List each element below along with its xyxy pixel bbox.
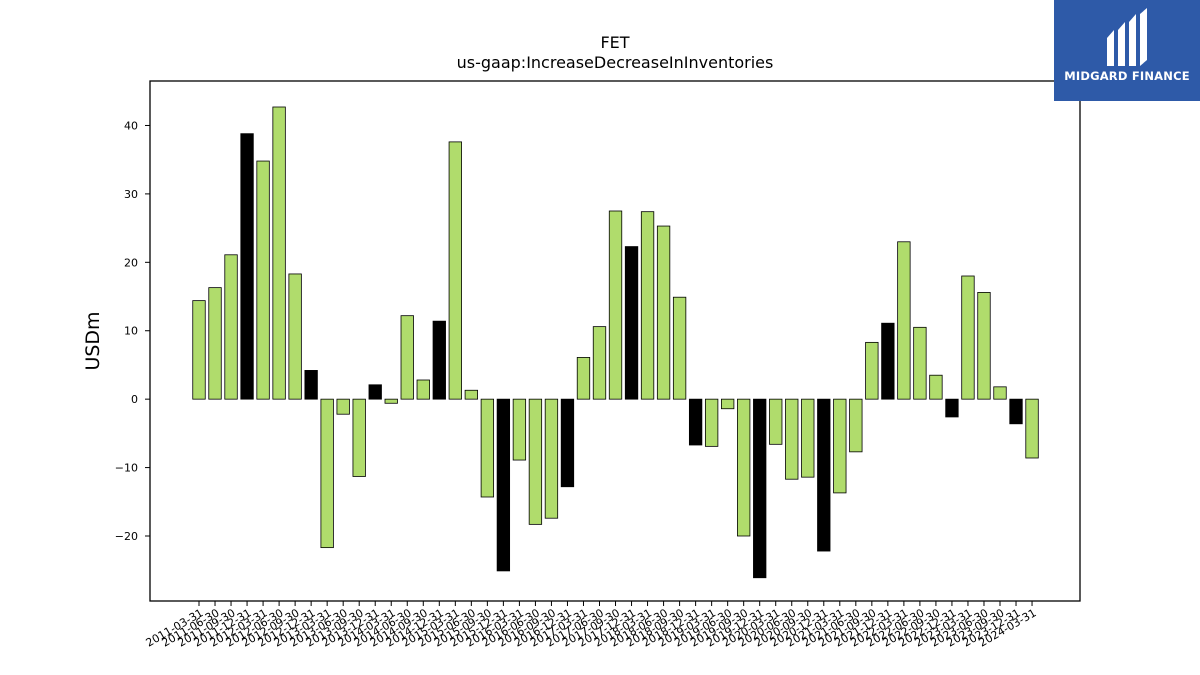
bar-2022-12-31 <box>945 398 959 418</box>
bar-2023-06-30 <box>977 292 991 400</box>
bar-2022-06-30 <box>913 326 927 400</box>
bar-2019-06-30 <box>721 398 735 410</box>
y-tick-label: −20 <box>115 530 138 543</box>
bar-2015-06-30 <box>464 389 478 400</box>
bar-2011-09-30 <box>224 254 238 400</box>
bar-2014-03-31 <box>384 398 398 404</box>
bar-2017-12-31 <box>624 246 639 400</box>
y-tick-label: 10 <box>124 325 138 338</box>
y-tick-label: 20 <box>124 256 138 269</box>
bar-2013-12-31 <box>368 384 382 400</box>
plot-frame <box>149 80 1081 602</box>
y-tick-label: 40 <box>124 119 138 132</box>
bar-2012-03-31 <box>256 160 270 400</box>
chart-subtitle: us-gaap:IncreaseDecreaseInInventories <box>456 53 774 72</box>
y-axis-label: USDm <box>82 311 104 370</box>
bar-2016-03-31 <box>512 398 527 461</box>
bar-2020-06-30 <box>785 398 799 480</box>
bar-2016-12-31 <box>560 398 575 488</box>
bar-2016-06-30 <box>528 398 543 525</box>
bar-2012-12-31 <box>304 370 318 400</box>
bar-2021-03-31 <box>833 398 847 494</box>
bar-2020-12-31 <box>817 398 831 552</box>
bar-2014-06-30 <box>400 315 414 400</box>
bar-2012-06-30 <box>272 106 286 400</box>
bar-2024-03-31 <box>1025 398 1039 459</box>
bar-2018-03-31 <box>640 211 655 400</box>
chart-title: FET <box>600 33 630 52</box>
bar-2015-09-30 <box>480 398 495 498</box>
brand-name: MIDGARD FINANCE <box>1064 69 1190 83</box>
bar-2014-09-30 <box>416 379 430 400</box>
bar-2019-12-31 <box>753 398 767 579</box>
bar-2013-03-31 <box>320 398 334 549</box>
y-tick-label: 30 <box>124 188 138 201</box>
bar-2021-06-30 <box>849 398 863 453</box>
bar-2014-12-31 <box>432 320 446 400</box>
y-tick-label: −10 <box>115 462 138 475</box>
bar-2012-09-30 <box>288 273 302 400</box>
bar-2023-03-31 <box>961 275 975 400</box>
bar-2019-09-30 <box>737 398 751 537</box>
bar-2021-09-30 <box>865 341 879 400</box>
bars-layer <box>192 106 1039 579</box>
bar-2011-12-31 <box>240 133 254 400</box>
bar-2023-12-31 <box>1009 398 1023 425</box>
bar-2011-03-31 <box>192 300 206 400</box>
bar-2017-06-30 <box>592 326 607 400</box>
x-axis: 2011-03-312011-06-302011-09-302011-12-31… <box>144 601 1039 650</box>
y-tick-label: 0 <box>131 393 138 406</box>
bar-2015-03-31 <box>448 141 462 400</box>
bar-2021-12-31 <box>881 322 895 400</box>
bar-2017-03-31 <box>576 357 591 400</box>
bar-2018-09-30 <box>672 296 687 400</box>
bar-2013-06-30 <box>336 398 350 415</box>
bar-2011-06-30 <box>208 287 222 400</box>
midgard-logo-icon <box>1107 8 1147 66</box>
bar-2018-12-31 <box>688 398 703 446</box>
bar-2020-03-31 <box>769 398 783 445</box>
bar-2023-09-30 <box>993 386 1007 400</box>
bar-2013-09-30 <box>352 398 366 477</box>
bar-2020-09-30 <box>801 398 815 478</box>
bar-2017-09-30 <box>608 210 623 400</box>
y-axis: −20 −10 0 10 20 30 40 <box>115 119 150 543</box>
brand-logo: MIDGARD FINANCE <box>1054 0 1200 101</box>
bar-2018-06-30 <box>656 225 671 400</box>
bar-2022-03-31 <box>897 241 911 400</box>
bar-2015-12-31 <box>496 398 511 572</box>
bar-2019-03-31 <box>704 398 719 447</box>
bar-2022-09-30 <box>929 374 943 400</box>
bar-2016-09-30 <box>544 398 559 519</box>
